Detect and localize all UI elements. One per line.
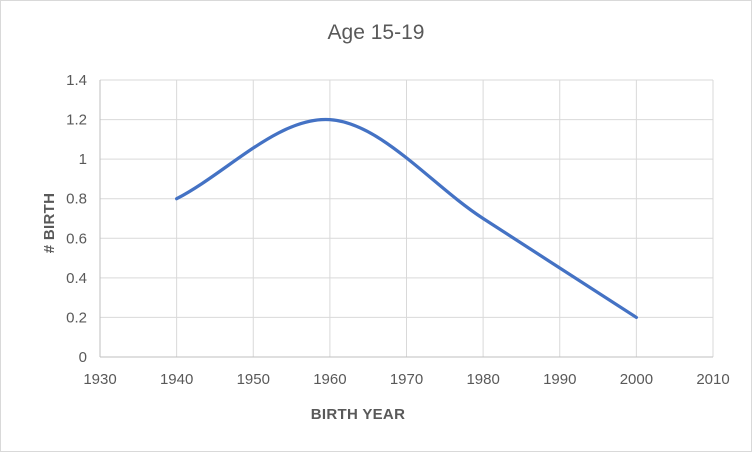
x-tick-label: 1930	[83, 371, 116, 388]
x-tick-label: 1950	[237, 371, 270, 388]
y-tick-label: 0.4	[66, 270, 87, 287]
x-axis-title: BIRTH YEAR	[310, 406, 406, 423]
y-tick-label: 1	[79, 151, 87, 168]
y-tick-label: 0.2	[66, 309, 87, 326]
x-tick-label: 2010	[696, 371, 729, 388]
chart-title: Age 15-19	[327, 21, 425, 44]
x-tick-label: 1990	[543, 371, 576, 388]
x-tick-label: 2000	[620, 371, 653, 388]
y-tick-label: 1.2	[66, 112, 87, 129]
y-tick-label: 0	[79, 349, 87, 366]
x-tick-label: 1960	[313, 371, 346, 388]
series-line	[175, 117, 638, 320]
y-tick-label: 0.6	[66, 230, 87, 247]
x-tick-label: 1980	[466, 371, 499, 388]
y-tick-label: 0.8	[66, 191, 87, 208]
x-tick-label: 1970	[390, 371, 423, 388]
x-tick-label: 1940	[160, 371, 193, 388]
y-tick-label: 1.4	[66, 72, 87, 89]
